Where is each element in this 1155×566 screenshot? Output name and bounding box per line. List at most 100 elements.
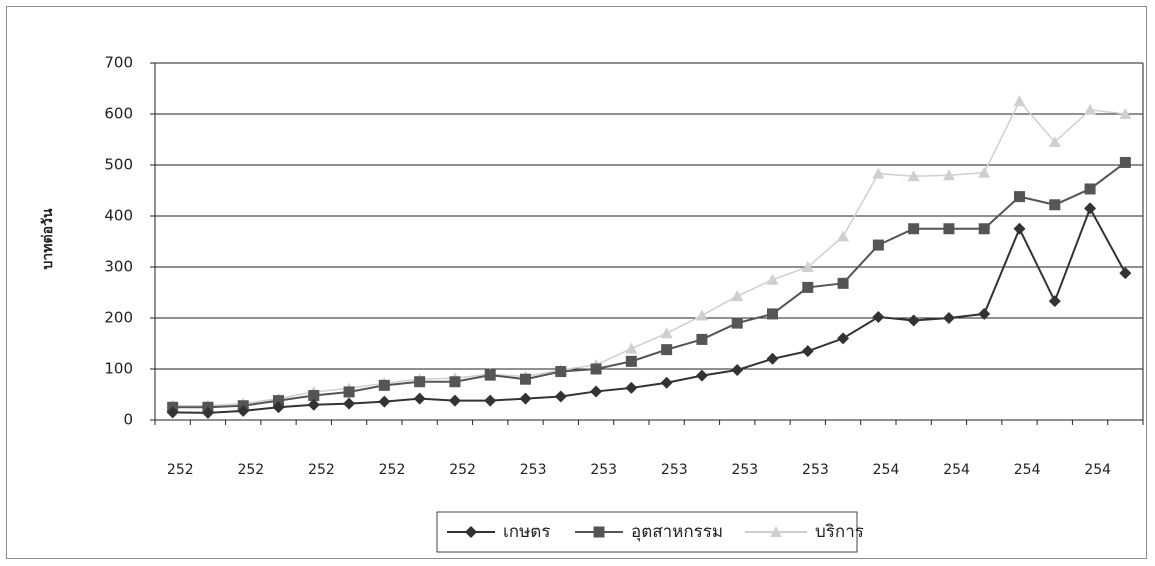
data-point <box>414 376 426 388</box>
data-point <box>695 309 708 321</box>
data-point <box>449 376 461 388</box>
data-point <box>660 327 673 339</box>
data-point <box>661 344 673 356</box>
data-point <box>943 223 955 235</box>
data-point <box>273 395 284 407</box>
data-point <box>1119 156 1131 168</box>
data-point <box>484 394 497 407</box>
x-tick-labels: 252 252 252 252 252 253 253 253 253 253 254 254 254 2… <box>167 462 1111 478</box>
legend-entry: อุตสาหกรรม <box>575 522 723 542</box>
data-point <box>555 366 567 378</box>
data-point <box>520 373 531 385</box>
data-point <box>307 398 320 411</box>
data-point <box>696 333 708 345</box>
data-point <box>837 277 849 289</box>
data-point <box>837 230 850 242</box>
data-point <box>593 526 605 538</box>
data-point <box>237 404 250 417</box>
data-point <box>660 376 673 389</box>
data-point <box>978 307 991 320</box>
data-point <box>1048 295 1061 308</box>
chart-frame: 0 100 200 300 400 500 600 700 252 252 252 252 252 25… <box>6 6 1147 559</box>
y-tick-label: 200 <box>104 309 133 327</box>
data-point <box>1084 103 1097 115</box>
data-point <box>625 355 637 367</box>
data-point <box>872 239 884 251</box>
data-point <box>519 392 532 405</box>
data-point <box>1014 191 1025 203</box>
series-1 <box>166 202 1132 419</box>
data-point <box>872 310 885 323</box>
x-tick-label: 252 <box>379 462 406 478</box>
data-point <box>731 290 744 302</box>
data-point <box>837 332 850 345</box>
data-point <box>978 166 991 178</box>
data-point <box>448 394 461 407</box>
data-point <box>378 379 390 391</box>
data-point <box>378 395 391 408</box>
data-point <box>942 169 955 181</box>
x-tick-label: 252 <box>237 462 264 478</box>
series-3 <box>166 95 1132 411</box>
data-point <box>554 390 567 403</box>
data-point <box>1084 183 1096 195</box>
data-point <box>1013 222 1026 235</box>
y-tick-label: 600 <box>104 105 133 123</box>
data-point <box>801 345 814 358</box>
x-tick-label: 254 <box>1014 462 1041 478</box>
data-point <box>908 223 920 235</box>
data-point <box>590 363 602 375</box>
x-tick-label: 254 <box>943 462 970 478</box>
data-point <box>343 386 355 398</box>
data-point <box>872 167 885 179</box>
data-point <box>801 261 814 272</box>
data-point <box>766 273 779 285</box>
legend-items: เกษตร อุตสาหกรรม บริการ <box>447 522 864 542</box>
data-point <box>766 352 779 365</box>
legend: เกษตร อุตสาหกรรม บริการ <box>436 511 864 553</box>
data-point <box>308 390 320 402</box>
data-point <box>272 401 285 414</box>
y-tick-label: 300 <box>104 258 133 276</box>
y-tick-label: 0 <box>123 411 133 429</box>
series-line <box>172 205 1127 414</box>
series-line <box>172 99 1126 407</box>
data-point <box>625 381 638 394</box>
legend-label: อุตสาหกรรม <box>631 522 723 542</box>
data-point <box>907 170 920 182</box>
data-point <box>1119 267 1132 280</box>
x-tick-label: 252 <box>449 462 476 478</box>
data-point <box>695 369 708 382</box>
legend-label: เกษตร <box>503 522 550 542</box>
data-point <box>1049 199 1061 211</box>
axes <box>150 62 1144 425</box>
x-tick-label: 253 <box>802 462 829 478</box>
y-tick-label: 100 <box>104 360 133 378</box>
x-tick-label: 252 <box>308 462 335 478</box>
data-point <box>465 526 477 538</box>
x-tick-label: 254 <box>873 462 900 478</box>
x-tick-label: 254 <box>1084 462 1111 478</box>
series <box>166 95 1132 419</box>
y-tick-label: 500 <box>104 156 133 174</box>
data-point <box>413 392 426 405</box>
x-tick-label: 253 <box>661 462 688 478</box>
legend-label: บริการ <box>815 522 864 542</box>
y-tick-label: 700 <box>104 54 133 72</box>
data-point <box>942 312 955 324</box>
y-axis-label: บาทต่อวัน <box>40 208 56 269</box>
data-point <box>1119 108 1132 119</box>
data-point <box>731 364 744 377</box>
series-2 <box>167 156 1131 413</box>
data-point <box>770 526 782 537</box>
y-tick-labels: 0 100 200 300 400 500 600 700 <box>104 54 133 429</box>
legend-entry: เกษตร <box>447 522 550 542</box>
data-point <box>590 385 603 398</box>
y-tick-label: 400 <box>104 207 133 225</box>
x-tick-label: 253 <box>590 462 617 478</box>
legend-entry: บริการ <box>745 522 864 542</box>
data-point <box>343 397 356 410</box>
data-point <box>1048 136 1061 148</box>
data-point <box>166 406 179 419</box>
data-point <box>731 317 743 329</box>
